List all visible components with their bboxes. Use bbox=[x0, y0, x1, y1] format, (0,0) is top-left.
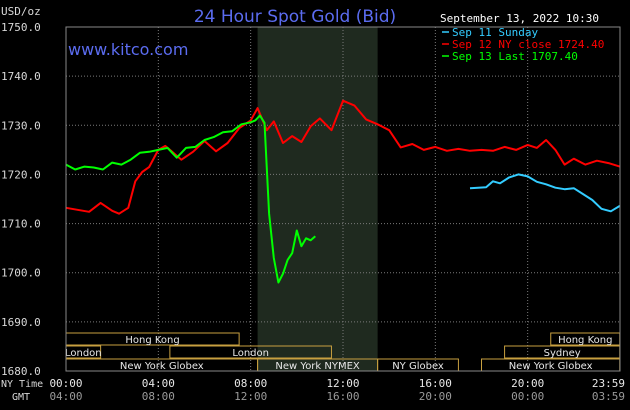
timestamp: September 13, 2022 10:30 bbox=[440, 12, 599, 25]
y-axis-label: USD/oz bbox=[1, 5, 41, 18]
x-tick-label-gmt: 00:00 bbox=[511, 390, 544, 403]
ny-time-label: NY Time bbox=[1, 379, 43, 390]
session-label: New York NYMEX bbox=[275, 361, 360, 372]
session-label: London bbox=[65, 348, 102, 359]
x-tick-label-ny: 20:00 bbox=[511, 377, 544, 390]
x-axis-ticks: 00:0004:0004:0008:0008:0012:0012:0016:00… bbox=[49, 377, 625, 403]
y-axis-ticks: 1750.0 1740.0 1730.0 1720.0 1710.0 1700.0 1690… bbox=[1, 21, 41, 378]
x-tick-label-ny: 12:00 bbox=[326, 377, 359, 390]
session-label: Hong Kong bbox=[558, 335, 612, 346]
legend-entry: Sep 13 Last 1707.40 bbox=[452, 50, 578, 63]
x-tick-label-ny: 04:00 bbox=[142, 377, 175, 390]
session-label: New York Globex bbox=[509, 361, 593, 372]
legend-entry: Sep 11 Sunday bbox=[452, 26, 538, 39]
x-tick-label-gmt: 03:59 bbox=[592, 390, 625, 403]
nymex-session-shading bbox=[257, 27, 378, 371]
y-tick-label: 1730.0 bbox=[1, 119, 41, 132]
gridlines bbox=[66, 27, 620, 371]
session-box bbox=[169, 345, 332, 359]
x-tick-label-gmt: 08:00 bbox=[142, 390, 175, 403]
session-label: New York Globex bbox=[120, 361, 204, 372]
x-tick-label-ny: 23:59 bbox=[592, 377, 625, 390]
plot-frame bbox=[65, 26, 621, 372]
y-tick-label: 1720.0 bbox=[1, 168, 41, 181]
session-label: Hong Kong bbox=[125, 335, 179, 346]
series-line-sep-11 bbox=[469, 173, 621, 213]
session-label: NY Globex bbox=[392, 361, 444, 372]
y-tick-label: 1710.0 bbox=[1, 218, 41, 231]
session-label: London bbox=[232, 348, 269, 359]
gmt-label: GMT bbox=[12, 392, 30, 403]
y-tick-label: 1750.0 bbox=[1, 21, 41, 34]
session-label: Sydney bbox=[544, 348, 581, 359]
x-tick-label-gmt: 20:00 bbox=[419, 390, 452, 403]
x-tick-label-ny: 16:00 bbox=[419, 377, 452, 390]
x-tick-label-gmt: 04:00 bbox=[49, 390, 82, 403]
y-tick-label: 1700.0 bbox=[1, 267, 41, 280]
x-tick-label-ny: 00:00 bbox=[49, 377, 82, 390]
x-tick-label-ny: 08:00 bbox=[234, 377, 267, 390]
chart-title: 24 Hour Spot Gold (Bid) bbox=[194, 7, 396, 27]
x-tick-label-gmt: 12:00 bbox=[234, 390, 267, 403]
y-tick-label: 1680.0 bbox=[1, 365, 41, 378]
y-tick-label: 1690.0 bbox=[1, 316, 41, 329]
watermark: www.kitco.com bbox=[68, 40, 188, 59]
price-series bbox=[65, 99, 621, 284]
series-line-sep-13 bbox=[65, 114, 316, 284]
y-tick-label: 1740.0 bbox=[1, 70, 41, 83]
x-tick-label-gmt: 16:00 bbox=[326, 390, 359, 403]
legend-entry: Sep 12 NY close 1724.40 bbox=[452, 38, 604, 51]
series-line-sep-12 bbox=[65, 99, 621, 215]
